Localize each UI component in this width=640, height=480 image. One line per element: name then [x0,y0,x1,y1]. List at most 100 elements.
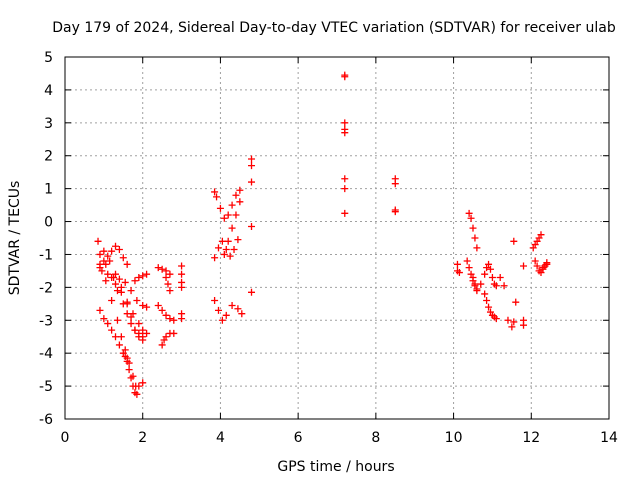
data-point [96,306,104,314]
data-point [162,333,170,341]
data-point [341,185,349,193]
x-tick-label: 8 [371,430,380,446]
data-point [341,129,349,137]
data-point [108,297,116,305]
data-point [178,262,186,270]
data-point [158,341,166,349]
data-point [139,379,147,387]
data-point [154,264,162,272]
data-point [104,270,112,278]
data-point [115,341,123,349]
data-point [166,315,174,323]
data-point [214,306,222,314]
data-point [123,298,131,306]
data-point [164,280,172,288]
axis-ticks [64,56,610,420]
data-point [112,242,120,250]
y-tick-label: 1 [44,182,53,198]
data-point [104,252,112,260]
data-point [248,178,256,186]
data-point [162,273,170,281]
data-point [119,254,127,262]
x-tick-label: 10 [445,430,463,446]
data-point [139,301,147,309]
y-tick-label: 5 [44,50,53,66]
y-tick-label: -3 [39,313,53,329]
data-point [512,298,520,306]
data-point [119,300,127,308]
grid [65,57,609,419]
data-point [485,260,493,268]
data-point [477,280,485,288]
data-point [341,175,349,183]
data-point [154,301,162,309]
data-point [178,315,186,323]
data-point [162,267,170,275]
data-point [224,211,232,219]
data-point [465,209,473,217]
data-point [129,382,137,390]
data-point [135,329,143,337]
data-point [123,260,131,268]
data-point [391,208,399,216]
data-point [453,260,461,268]
data-point [222,246,230,254]
data-point [112,333,120,341]
data-point [100,247,108,255]
data-point [131,277,139,285]
data-point [531,257,539,265]
data-point [238,310,246,318]
data-point [504,316,512,324]
data-point [469,273,477,281]
data-point [537,231,545,239]
data-point [481,290,489,298]
data-point [170,329,178,337]
data-point [104,320,112,328]
data-point [500,282,508,290]
y-tick-label: 4 [44,83,53,99]
data-point [170,316,178,324]
data-point [236,186,244,194]
x-tick-label: 4 [216,430,225,446]
data-point [218,316,226,324]
x-axis-label: GPS time / hours [277,459,394,475]
y-tick-label: 3 [44,116,53,132]
data-point [224,237,232,245]
data-point [510,318,518,326]
data-point [463,257,471,265]
data-point [228,301,236,309]
data-point [133,297,141,305]
data-point [178,270,186,278]
data-point [520,262,528,270]
data-point [220,250,228,258]
data-point [158,306,166,314]
data-point [485,303,493,311]
data-point [127,287,135,295]
data-point [127,320,135,328]
data-point [467,214,475,222]
data-point [455,269,463,277]
data-point [131,326,139,334]
data-point [143,303,151,311]
data-point [391,180,399,188]
x-tick-label: 14 [600,430,618,446]
data-point [112,280,120,288]
data-point [213,193,221,201]
data-point [135,273,143,281]
y-axis-label: SDTVAR / TECUs [7,181,23,296]
data-point [508,323,516,331]
data-point [496,273,504,281]
data-point [465,264,473,272]
data-point [232,211,240,219]
data-point [123,357,131,365]
data-point [483,297,491,305]
data-point [94,237,102,245]
data-point [113,287,121,295]
data-point [117,288,125,296]
data-point [166,270,174,278]
data-point [226,252,234,260]
data-point [214,244,222,252]
y-tick-label: 2 [44,149,53,165]
data-point [234,236,242,244]
